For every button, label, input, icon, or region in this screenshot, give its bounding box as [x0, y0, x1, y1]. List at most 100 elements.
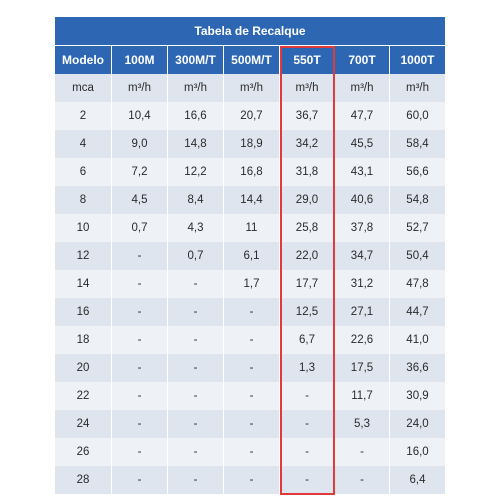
- table-cell: 47,7: [335, 102, 390, 130]
- table-cell: -: [224, 382, 280, 410]
- table-cell: 0,7: [168, 242, 224, 270]
- table-cell: 27,1: [335, 298, 390, 326]
- table-cell: 0,7: [112, 214, 168, 242]
- table-cell: -: [335, 438, 390, 466]
- table-cell: m³/h: [406, 82, 429, 94]
- header-cell-500mt: 500M/T: [224, 46, 280, 74]
- table-cell: m³/h: [335, 74, 390, 102]
- table-cell: 34,2: [280, 130, 335, 158]
- table-cell: 10,4: [112, 102, 168, 130]
- table-cell: 2: [55, 102, 112, 130]
- table-row: 10 0,7 4,3 11 25,8 37,8 52,7: [55, 214, 445, 242]
- table-row: 20- - -1,3 17,5 36,6: [55, 354, 445, 382]
- table-cell: 14,8: [168, 130, 224, 158]
- table-cell: mca: [55, 74, 112, 102]
- table-row: mca m³/h m³/h m³/h m³/h m³/h m³/h: [55, 74, 445, 102]
- table-cell: 60,0: [406, 110, 429, 122]
- table-cell: 10: [55, 214, 112, 242]
- table-cell: 5,3: [335, 410, 390, 438]
- table-cell: 30,9: [406, 390, 429, 402]
- table-cell: 11,7: [335, 382, 390, 410]
- table-cell: 31,2: [335, 270, 390, 298]
- table-cell: -: [224, 354, 280, 382]
- table-cell: -: [168, 354, 224, 382]
- table-cell: 17,5: [335, 354, 390, 382]
- table-cell: -: [280, 410, 335, 438]
- table-cell: 16,0: [406, 446, 429, 458]
- header-cell-300mt: 300M/T: [168, 46, 224, 74]
- table-cell: 12: [55, 242, 112, 270]
- table-row: 26- - - - -16,0: [55, 438, 445, 466]
- table-cell: 22,6: [335, 326, 390, 354]
- table-cell: 16,8: [224, 158, 280, 186]
- table-cell: -: [112, 382, 168, 410]
- table-cell: -: [224, 326, 280, 354]
- table-cell: -: [224, 298, 280, 326]
- table-cell: m³/h: [168, 74, 224, 102]
- table-cell: 36,7: [280, 102, 335, 130]
- table-cell: 14,4: [224, 186, 280, 214]
- table-cell: 41,0: [406, 334, 429, 346]
- table-cell: -: [112, 242, 168, 270]
- table-cell: 24: [55, 410, 112, 438]
- table-cell: m³/h: [112, 74, 168, 102]
- table-cell: 47,8: [406, 278, 429, 290]
- table-cell: m³/h: [224, 74, 280, 102]
- table-cell: 17,7: [280, 270, 335, 298]
- table-cell: 58,4: [406, 138, 429, 150]
- header-cell-700t: 700T: [335, 46, 390, 74]
- table-cell: -: [112, 410, 168, 438]
- table-row: 22- - - -11,7 30,9: [55, 382, 445, 410]
- table-title: Tabela de Recalque: [55, 17, 445, 45]
- table-cell: 12,2: [168, 158, 224, 186]
- table-cell: -: [168, 438, 224, 466]
- table-cell: 22,0: [280, 242, 335, 270]
- table-cell: 29,0: [280, 186, 335, 214]
- table-cell: 20,7: [224, 102, 280, 130]
- header-cell-modelo: Modelo: [55, 46, 112, 74]
- table-row: 6 7,2 12,2 16,8 31,8 43,1 56,6: [55, 158, 445, 186]
- table-row: 8 4,5 8,4 14,4 29,0 40,6 54,8: [55, 186, 445, 214]
- table-cell: 26: [55, 438, 112, 466]
- table-cell: -: [168, 270, 224, 298]
- header-cell-100m: 100M: [112, 46, 168, 74]
- table-cell: 45,5: [335, 130, 390, 158]
- table-cell: -: [112, 298, 168, 326]
- table-cell: -: [112, 466, 168, 494]
- table-cell: 34,7: [335, 242, 390, 270]
- table-cell: -: [280, 438, 335, 466]
- table-row: 12-0,7 6,1 22,0 34,7 50,4: [55, 242, 445, 270]
- table-cell: 44,7: [406, 306, 429, 318]
- header-cell-550t: 550T: [280, 46, 335, 74]
- table-cell: -: [112, 270, 168, 298]
- table-cell: -: [168, 326, 224, 354]
- table-cell: 28: [55, 466, 112, 494]
- table-cell: 31,8: [280, 158, 335, 186]
- table-cell: 43,1: [335, 158, 390, 186]
- table-cell: -: [280, 382, 335, 410]
- table-cell: 1,3: [280, 354, 335, 382]
- table-cell: 40,6: [335, 186, 390, 214]
- table-cell: -: [168, 410, 224, 438]
- table-cell: 50,4: [406, 250, 429, 262]
- table-cell: 6,1: [224, 242, 280, 270]
- table-row: 2 10,4 16,6 20,7 36,7 47,7 60,0: [55, 102, 445, 130]
- table-body: mca m³/h m³/h m³/h m³/h m³/h m³/h 2 10,4 16,6 20,7…: [55, 74, 445, 494]
- table-row: 24- - - -5,3 24,0: [55, 410, 445, 438]
- table-cell: 54,8: [406, 194, 429, 206]
- table-cell: 6,4: [409, 474, 426, 486]
- table-cell: 9,0: [112, 130, 168, 158]
- table-cell: 16: [55, 298, 112, 326]
- pump-table: Tabela de Recalque Modelo 100M 300M/T 50…: [55, 17, 445, 495]
- table-cell: -: [224, 410, 280, 438]
- table-row: 18- - -6,7 22,6 41,0: [55, 326, 445, 354]
- table-cell: 6: [55, 158, 112, 186]
- table-cell: 22: [55, 382, 112, 410]
- table-cell: 56,6: [406, 166, 429, 178]
- table-row: 4 9,0 14,8 18,9 34,2 45,5 58,4: [55, 130, 445, 158]
- table-cell: 7,2: [112, 158, 168, 186]
- table-cell: 11: [224, 214, 280, 242]
- table-cell: 37,8: [335, 214, 390, 242]
- table-cell: 8,4: [168, 186, 224, 214]
- table-cell: -: [112, 354, 168, 382]
